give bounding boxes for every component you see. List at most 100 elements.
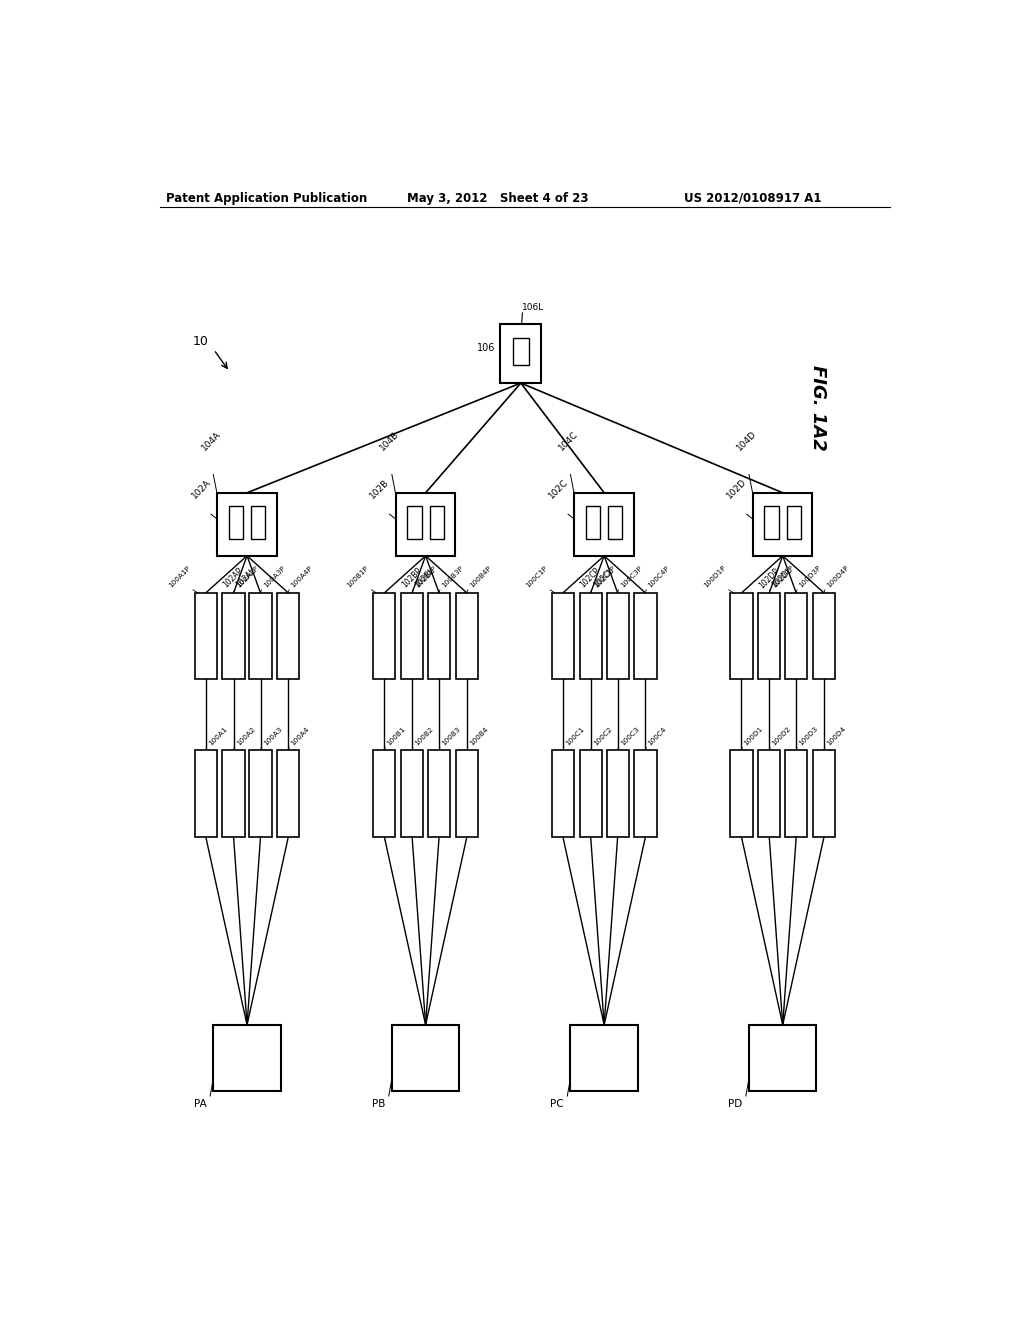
- Bar: [813, 593, 836, 680]
- Bar: [456, 593, 478, 680]
- Text: 102AL: 102AL: [234, 566, 258, 589]
- Text: 100D1P: 100D1P: [702, 565, 727, 589]
- Bar: [574, 492, 634, 556]
- Bar: [580, 751, 602, 837]
- Text: 100C3P: 100C3P: [620, 565, 643, 589]
- Text: 104A: 104A: [200, 429, 222, 453]
- Bar: [428, 751, 451, 837]
- Text: 100D4P: 100D4P: [825, 565, 850, 589]
- Text: 100D4: 100D4: [825, 725, 847, 746]
- Text: 102BL: 102BL: [414, 566, 436, 589]
- Bar: [753, 492, 812, 556]
- Bar: [500, 325, 542, 383]
- Text: 102D: 102D: [725, 477, 749, 500]
- Text: US 2012/0108917 A1: US 2012/0108917 A1: [684, 191, 821, 205]
- Bar: [195, 593, 217, 680]
- Text: 100D3P: 100D3P: [798, 565, 822, 589]
- Text: 100C2P: 100C2P: [592, 565, 616, 589]
- Text: 102DL: 102DL: [770, 566, 794, 590]
- Bar: [785, 751, 807, 837]
- Text: 100B1: 100B1: [386, 726, 407, 746]
- Text: 100C3: 100C3: [620, 726, 640, 746]
- Bar: [606, 593, 629, 680]
- Text: 104D: 104D: [735, 429, 759, 453]
- Text: 100A2P: 100A2P: [236, 565, 259, 589]
- Text: 106L: 106L: [522, 302, 545, 312]
- Text: 100D1: 100D1: [743, 725, 764, 746]
- Bar: [758, 751, 780, 837]
- Bar: [430, 506, 443, 539]
- Text: 104C: 104C: [557, 429, 580, 453]
- Text: 100A1P: 100A1P: [168, 565, 191, 589]
- Text: 104B: 104B: [379, 429, 401, 453]
- Text: PB: PB: [372, 1100, 385, 1109]
- Bar: [373, 751, 395, 837]
- Text: 102AP: 102AP: [221, 566, 245, 590]
- Bar: [401, 751, 423, 837]
- Bar: [786, 506, 801, 539]
- Text: Patent Application Publication: Patent Application Publication: [166, 191, 368, 205]
- Bar: [758, 593, 780, 680]
- Text: 100A1: 100A1: [207, 726, 228, 746]
- Bar: [730, 751, 753, 837]
- Text: May 3, 2012   Sheet 4 of 23: May 3, 2012 Sheet 4 of 23: [408, 191, 589, 205]
- Bar: [606, 751, 629, 837]
- Bar: [634, 593, 656, 680]
- Bar: [608, 506, 623, 539]
- Bar: [217, 492, 276, 556]
- Text: 100B4: 100B4: [468, 726, 489, 746]
- Text: FIG. 1A2: FIG. 1A2: [809, 364, 827, 450]
- Text: 100B4P: 100B4P: [468, 565, 493, 589]
- Text: 102CP: 102CP: [579, 566, 602, 590]
- Text: 102B: 102B: [368, 478, 391, 500]
- Text: 100D2: 100D2: [771, 725, 793, 746]
- Text: 102BP: 102BP: [399, 566, 423, 590]
- Text: 100B2P: 100B2P: [414, 565, 437, 589]
- Bar: [408, 506, 422, 539]
- Text: 100A3P: 100A3P: [262, 565, 286, 589]
- Bar: [401, 593, 423, 680]
- Text: 100C4: 100C4: [647, 726, 668, 746]
- Text: 100A4P: 100A4P: [290, 565, 313, 589]
- Bar: [749, 1024, 816, 1090]
- Text: 100C4P: 100C4P: [647, 565, 671, 589]
- Bar: [570, 1024, 638, 1090]
- Text: 106: 106: [477, 343, 496, 354]
- Bar: [250, 593, 271, 680]
- Text: PD: PD: [728, 1100, 742, 1109]
- Bar: [373, 593, 395, 680]
- Text: 100B1P: 100B1P: [346, 565, 370, 589]
- Text: PA: PA: [195, 1100, 207, 1109]
- Bar: [513, 338, 528, 364]
- Text: 100B3P: 100B3P: [440, 565, 465, 589]
- Bar: [586, 506, 600, 539]
- Bar: [580, 593, 602, 680]
- Bar: [396, 492, 456, 556]
- Bar: [392, 1024, 460, 1090]
- Bar: [730, 593, 753, 680]
- Bar: [813, 751, 836, 837]
- Bar: [222, 751, 245, 837]
- Bar: [195, 751, 217, 837]
- Text: PC: PC: [551, 1100, 564, 1109]
- Text: 100B2: 100B2: [414, 726, 434, 746]
- Bar: [552, 751, 574, 837]
- Text: 100A2: 100A2: [236, 726, 256, 746]
- Bar: [222, 593, 245, 680]
- Text: 100C1P: 100C1P: [524, 565, 549, 589]
- Text: 100D2P: 100D2P: [771, 565, 796, 589]
- Text: 100A4: 100A4: [290, 726, 310, 746]
- Bar: [428, 593, 451, 680]
- Bar: [785, 593, 807, 680]
- Text: 100C2: 100C2: [592, 726, 613, 746]
- Text: 102A: 102A: [189, 478, 212, 500]
- Text: 100C1: 100C1: [564, 726, 586, 746]
- Text: 100B3: 100B3: [440, 726, 462, 746]
- Bar: [251, 506, 265, 539]
- Bar: [278, 593, 299, 680]
- Bar: [250, 751, 271, 837]
- Text: 100D3: 100D3: [798, 725, 819, 746]
- Bar: [552, 593, 574, 680]
- Bar: [456, 751, 478, 837]
- Bar: [278, 751, 299, 837]
